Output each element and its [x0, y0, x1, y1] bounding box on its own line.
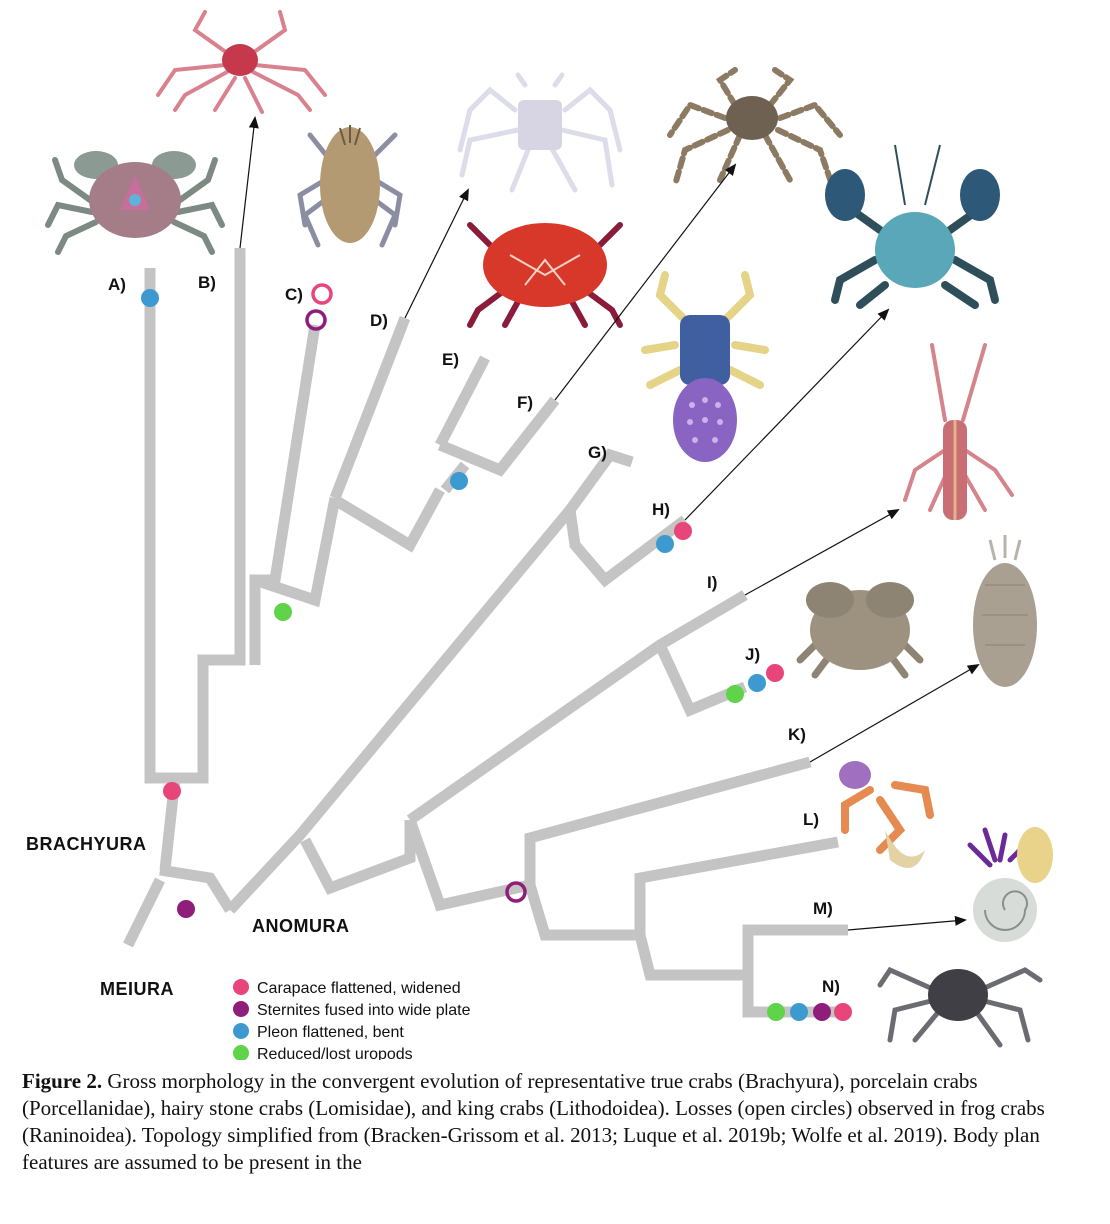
marker-h-pleon	[656, 535, 674, 553]
legend-label-sternites: Sternites fused into wide plate	[257, 1002, 471, 1019]
caption-text: Gross morphology in the convergent evolu…	[22, 1069, 1045, 1174]
marker-j-uropods	[726, 685, 744, 703]
clade-label-d: D)	[370, 311, 388, 330]
marker-n-sternites	[813, 1003, 831, 1021]
crab-b-illustration	[156, 10, 327, 114]
group-label-meiura: MEIURA	[100, 979, 174, 999]
clade-label-i: I)	[707, 573, 717, 592]
group-label-anomura: ANOMURA	[252, 916, 350, 936]
clade-labels: A) B) C) D) E) F) G) H) I) J) K) L) M) N…	[108, 273, 840, 996]
marker-n-carapace	[834, 1003, 852, 1021]
legend-swatch-sternites	[233, 1001, 249, 1017]
legend-swatch-uropods	[233, 1045, 249, 1060]
marker-n-pleon	[790, 1003, 808, 1021]
marker-c-loss-sternites	[305, 309, 327, 331]
legend-label-pleon: Pleon flattened, bent	[257, 1024, 404, 1041]
clade-label-j: J)	[745, 645, 760, 664]
crab-m-illustration	[967, 827, 1053, 942]
marker-j-carapace	[766, 664, 784, 682]
marker-loss-paguroid	[505, 881, 527, 903]
crab-a-illustration	[45, 151, 225, 255]
legend-swatch-pleon	[233, 1023, 249, 1039]
crab-k-illustration	[973, 535, 1037, 687]
marker-a-pleon	[141, 289, 159, 307]
marker-c-loss-carapace	[311, 283, 333, 305]
marker-brachyura-carapace	[163, 782, 181, 800]
crab-f-illustration	[667, 67, 843, 188]
crab-l-illustration	[839, 761, 934, 868]
clade-label-h: H)	[652, 500, 670, 519]
figure-caption: Figure 2. Gross morphology in the conver…	[22, 1068, 1092, 1176]
crab-e-illustration	[467, 222, 623, 328]
crab-n-illustration	[877, 966, 1043, 1048]
legend-label-uropods: Reduced/lost uropods	[257, 1046, 413, 1060]
crab-i-illustration	[903, 343, 1014, 520]
clade-label-a: A)	[108, 275, 126, 294]
crab-d-illustration	[457, 72, 623, 193]
phylogeny-figure: A) B) C) D) E) F) G) H) I) J) K) L) M) N…	[26, 10, 1053, 1060]
clade-label-e: E)	[442, 350, 459, 369]
clade-label-g: G)	[588, 443, 607, 462]
crab-g-illustration	[641, 271, 769, 462]
marker-ef-pleon	[450, 472, 468, 490]
illustration-arrows	[239, 116, 980, 931]
legend-swatch-carapace	[233, 979, 249, 995]
clade-label-c: C)	[285, 285, 303, 304]
marker-n-uropods	[767, 1003, 785, 1021]
marker-h-carapace	[674, 522, 692, 540]
legend: Carapace flattened, widened Sternites fu…	[233, 979, 471, 1060]
marker-j-pleon	[748, 674, 766, 692]
clade-label-k: K)	[788, 725, 806, 744]
marker-meiura-sternites	[177, 900, 195, 918]
clade-label-f: F)	[517, 393, 533, 412]
clade-label-b: B)	[198, 273, 216, 292]
caption-figure-label: Figure 2.	[22, 1069, 103, 1093]
phylogenetic-tree	[123, 248, 848, 1018]
clade-label-n: N)	[822, 977, 840, 996]
clade-label-m: M)	[813, 899, 833, 918]
clade-label-l: L)	[803, 810, 819, 829]
group-label-brachyura: BRACHYURA	[26, 834, 147, 854]
character-markers	[141, 283, 852, 1021]
crab-j-illustration	[796, 582, 924, 679]
marker-porcellanid-uropods	[274, 603, 292, 621]
crab-h-illustration	[825, 144, 1000, 309]
crab-c-illustration	[297, 125, 403, 248]
legend-label-carapace: Carapace flattened, widened	[257, 980, 461, 997]
